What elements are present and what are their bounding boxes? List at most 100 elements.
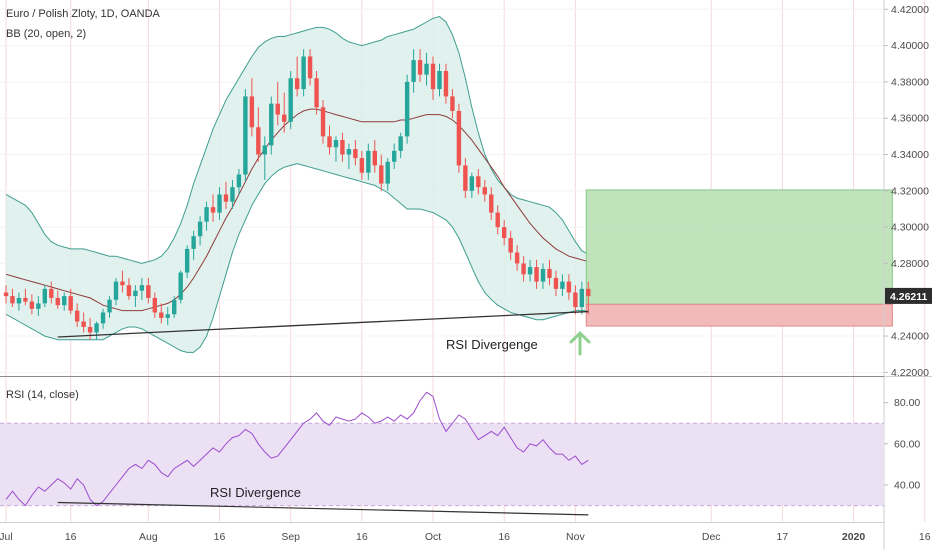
candle: [152, 292, 158, 318]
candle: [456, 103, 462, 173]
candle: [463, 158, 468, 199]
rsi-tick-label: 80.00: [894, 397, 920, 409]
candle-body: [404, 81, 410, 137]
candle: [353, 139, 358, 166]
candle-body: [456, 110, 462, 166]
candle: [411, 49, 416, 93]
time-axis: Jul 16 Aug 16 Sep 16 Oct 16 Nov Dec 17 2020 16: [0, 531, 931, 543]
rsi-line: [5, 391, 589, 507]
candle-body: [353, 149, 358, 159]
candle: [359, 150, 365, 180]
candle: [534, 259, 539, 289]
candle-body: [379, 165, 384, 184]
candle-body: [204, 207, 209, 222]
candle: [301, 49, 306, 97]
candle-body: [178, 272, 183, 300]
candle-body: [489, 194, 494, 213]
candle: [314, 70, 319, 115]
candle: [210, 194, 216, 222]
candle-body: [133, 290, 138, 297]
bollinger-upper-band: [5, 15, 589, 264]
candle-body: [398, 136, 403, 151]
candle: [501, 219, 507, 246]
candle-body: [74, 310, 80, 322]
candle-body: [42, 288, 48, 304]
chart-title: Euro / Polish Zloty, 1D, OANDA: [6, 8, 161, 20]
candle-body: [107, 299, 112, 313]
candle-body: [366, 150, 371, 173]
candle: [165, 307, 170, 326]
candle: [482, 179, 487, 202]
candle-body: [230, 187, 235, 202]
candle: [521, 256, 526, 282]
candle: [81, 312, 86, 333]
candle-body: [566, 281, 572, 293]
candle: [424, 52, 429, 86]
take-profit-zone: [585, 189, 893, 305]
candle-body: [49, 288, 54, 298]
candle-body: [372, 150, 377, 166]
time-tick-label: Sep: [281, 531, 300, 543]
price-annotations: RSI Divergenge: [57, 310, 591, 356]
rsi-pane: RSI Divergence: [0, 391, 884, 516]
candle-body: [476, 176, 481, 188]
price-tick-label: 4.24000: [891, 331, 929, 343]
candle-body: [495, 212, 500, 228]
candle-body: [3, 292, 9, 297]
candle-body: [340, 139, 345, 155]
price-tick-label: 4.36000: [891, 113, 929, 125]
candle-body: [560, 281, 565, 289]
candle: [3, 285, 9, 304]
candle-body: [197, 221, 203, 237]
price-tick-label: 4.38000: [891, 76, 929, 88]
time-tick-label: Nov: [566, 531, 585, 543]
price-tick-label: 4.22000: [891, 367, 929, 379]
candle-body: [424, 63, 429, 75]
candle: [16, 292, 22, 311]
candle-body: [191, 236, 196, 249]
candle: [62, 292, 67, 311]
candle: [262, 136, 267, 180]
candle-body: [87, 326, 93, 333]
candle-body: [29, 301, 35, 309]
candle: [346, 143, 352, 170]
candle: [560, 274, 565, 297]
candle: [120, 270, 125, 293]
candle-body: [81, 321, 86, 327]
candle: [404, 74, 410, 144]
candle-body: [68, 296, 73, 311]
candle: [55, 290, 60, 309]
candle-body: [236, 174, 242, 188]
candle-body: [333, 139, 339, 148]
candle-body: [282, 114, 287, 122]
candle-body: [62, 296, 67, 306]
candle-body: [314, 78, 319, 108]
candle: [10, 288, 15, 308]
time-tick-label: Jul: [0, 531, 13, 543]
candle: [366, 143, 371, 180]
candle-body: [359, 158, 365, 173]
candle: [489, 187, 494, 220]
candle: [184, 245, 190, 278]
candle: [133, 285, 138, 308]
bollinger-bands: [5, 15, 589, 353]
candle-body: [223, 194, 229, 202]
candle-body: [159, 312, 164, 318]
candle-body: [126, 285, 132, 297]
candle: [553, 270, 559, 297]
candle: [100, 308, 106, 329]
candle-body: [573, 292, 578, 308]
candle-body: [437, 70, 442, 90]
time-tick-label: 16: [214, 531, 226, 543]
price-axis: 4.42000 4.40000 4.38000 4.36000 4.34000 4.320…: [884, 4, 929, 379]
candle: [392, 143, 397, 170]
candle-body: [443, 70, 449, 97]
candle: [398, 132, 403, 159]
candle: [249, 78, 255, 137]
candle: [107, 296, 112, 318]
candle-body: [307, 56, 313, 79]
price-trendline: [57, 310, 589, 338]
candle-body: [152, 297, 158, 313]
rsi-trendline: [57, 501, 589, 516]
